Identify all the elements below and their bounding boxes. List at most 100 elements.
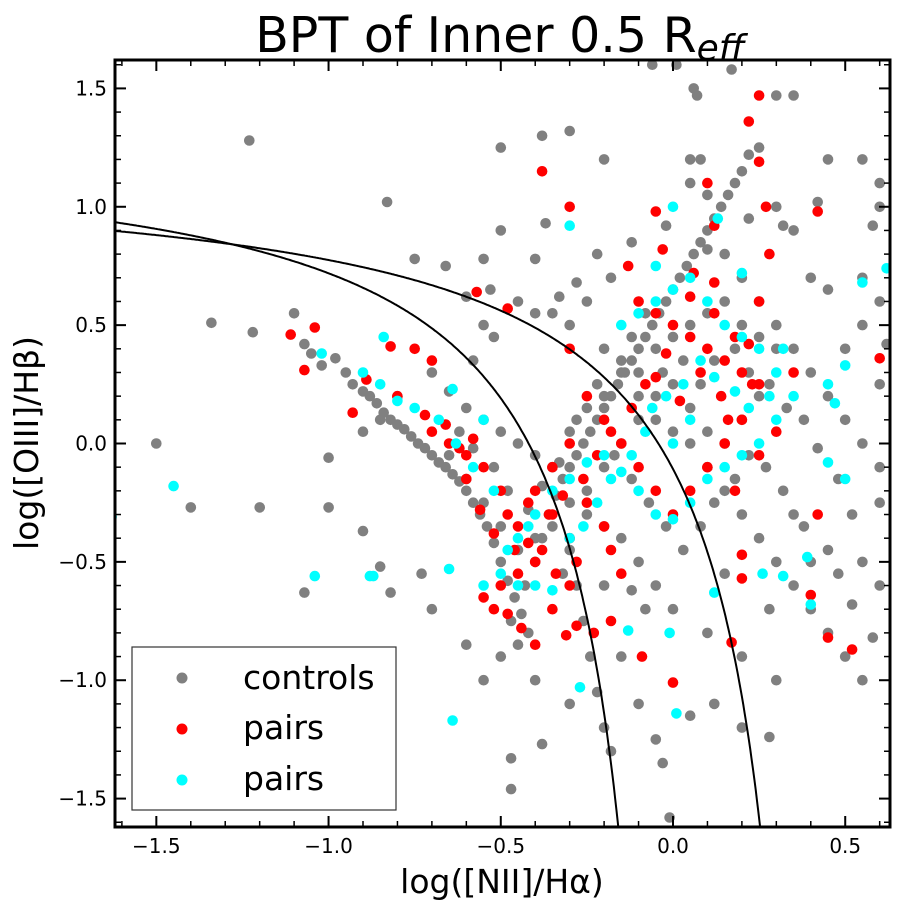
data-point: [633, 556, 644, 568]
data-point: [288, 308, 300, 319]
data-point: [753, 331, 765, 343]
data-point: [771, 426, 782, 438]
data-point: [571, 277, 582, 288]
data-point: [151, 438, 162, 449]
y-tick-label: 0.0: [75, 432, 107, 456]
data-point: [660, 521, 672, 532]
data-point: [702, 426, 713, 438]
data-point: [385, 587, 396, 598]
data-point: [598, 461, 610, 473]
data-point: [839, 343, 851, 355]
data-point: [867, 632, 879, 643]
data-point: [695, 237, 706, 248]
data-point: [722, 414, 734, 426]
data-point: [829, 398, 841, 409]
data-point: [598, 722, 610, 733]
data-point: [591, 379, 603, 390]
data-point: [381, 196, 393, 208]
data-point: [591, 248, 603, 260]
data-point: [495, 521, 507, 532]
data-point: [667, 426, 679, 438]
data-point: [719, 296, 730, 307]
data-point: [833, 568, 844, 579]
data-point: [536, 166, 548, 177]
data-point: [529, 556, 541, 568]
data-point: [684, 331, 696, 343]
data-point: [571, 450, 582, 461]
data-point: [660, 296, 672, 307]
data-point: [650, 206, 662, 217]
data-point: [543, 509, 555, 520]
data-point: [684, 402, 696, 414]
data-point: [729, 177, 741, 189]
data-point: [616, 532, 627, 544]
data-point: [719, 355, 730, 366]
data-point: [478, 414, 489, 426]
data-point: [426, 426, 438, 438]
data-point: [168, 480, 179, 492]
data-point: [702, 296, 713, 307]
data-point: [605, 426, 617, 438]
data-point: [702, 343, 713, 355]
data-point: [609, 450, 620, 461]
data-point: [702, 461, 713, 473]
data-point: [743, 213, 755, 224]
data-point: [622, 625, 634, 636]
data-point: [461, 473, 472, 485]
data-point: [788, 225, 799, 236]
legend-label-controls: controls: [243, 658, 375, 697]
data-point: [684, 414, 696, 426]
data-point: [564, 438, 575, 449]
data-point: [736, 367, 748, 378]
data-point: [650, 580, 662, 591]
data-point: [616, 568, 627, 579]
data-point: [805, 589, 817, 601]
data-point: [502, 544, 513, 556]
data-point: [571, 414, 582, 426]
data-point: [478, 319, 489, 331]
data-point: [347, 379, 359, 390]
legend-marker-pairs-cyan: [176, 774, 188, 786]
data-point: [516, 608, 527, 620]
data-point: [695, 355, 706, 366]
data-point: [764, 390, 775, 402]
data-point: [822, 632, 834, 643]
data-point: [616, 651, 627, 662]
data-point: [254, 502, 265, 513]
x-tick-label: −0.5: [476, 834, 525, 858]
data-point: [364, 390, 376, 402]
data-point: [299, 364, 310, 376]
data-point: [736, 549, 748, 561]
data-point: [505, 783, 517, 795]
y-tick-label: −1.0: [58, 668, 107, 692]
data-point: [523, 497, 534, 509]
data-point: [650, 509, 662, 520]
data-point: [536, 544, 548, 556]
data-point: [647, 402, 658, 414]
data-point: [874, 461, 885, 473]
data-point: [512, 580, 524, 591]
data-point: [709, 587, 720, 598]
data-point: [550, 568, 562, 579]
data-point: [650, 485, 662, 497]
axis-ticks: −1.5 −1.0 −0.5 0.0 0.5 −1.5 −1.0 −0.5 0.0 0.5 1.0 1…: [58, 60, 890, 858]
data-point: [771, 674, 782, 686]
data-point: [657, 244, 668, 255]
data-point: [591, 497, 603, 509]
demarcation-curves: [115, 221, 762, 827]
data-point: [684, 291, 696, 303]
data-point: [753, 156, 765, 168]
data-point: [650, 734, 662, 745]
data-point: [702, 189, 713, 201]
data-point: [616, 355, 627, 366]
data-point: [447, 715, 458, 726]
data-point: [771, 319, 782, 331]
data-point: [502, 608, 513, 620]
data-point: [598, 414, 610, 426]
data-point: [357, 367, 369, 378]
data-point: [874, 379, 885, 390]
data-point: [660, 220, 672, 231]
data-point: [822, 544, 834, 556]
data-point: [640, 603, 651, 615]
data-point: [846, 509, 858, 520]
